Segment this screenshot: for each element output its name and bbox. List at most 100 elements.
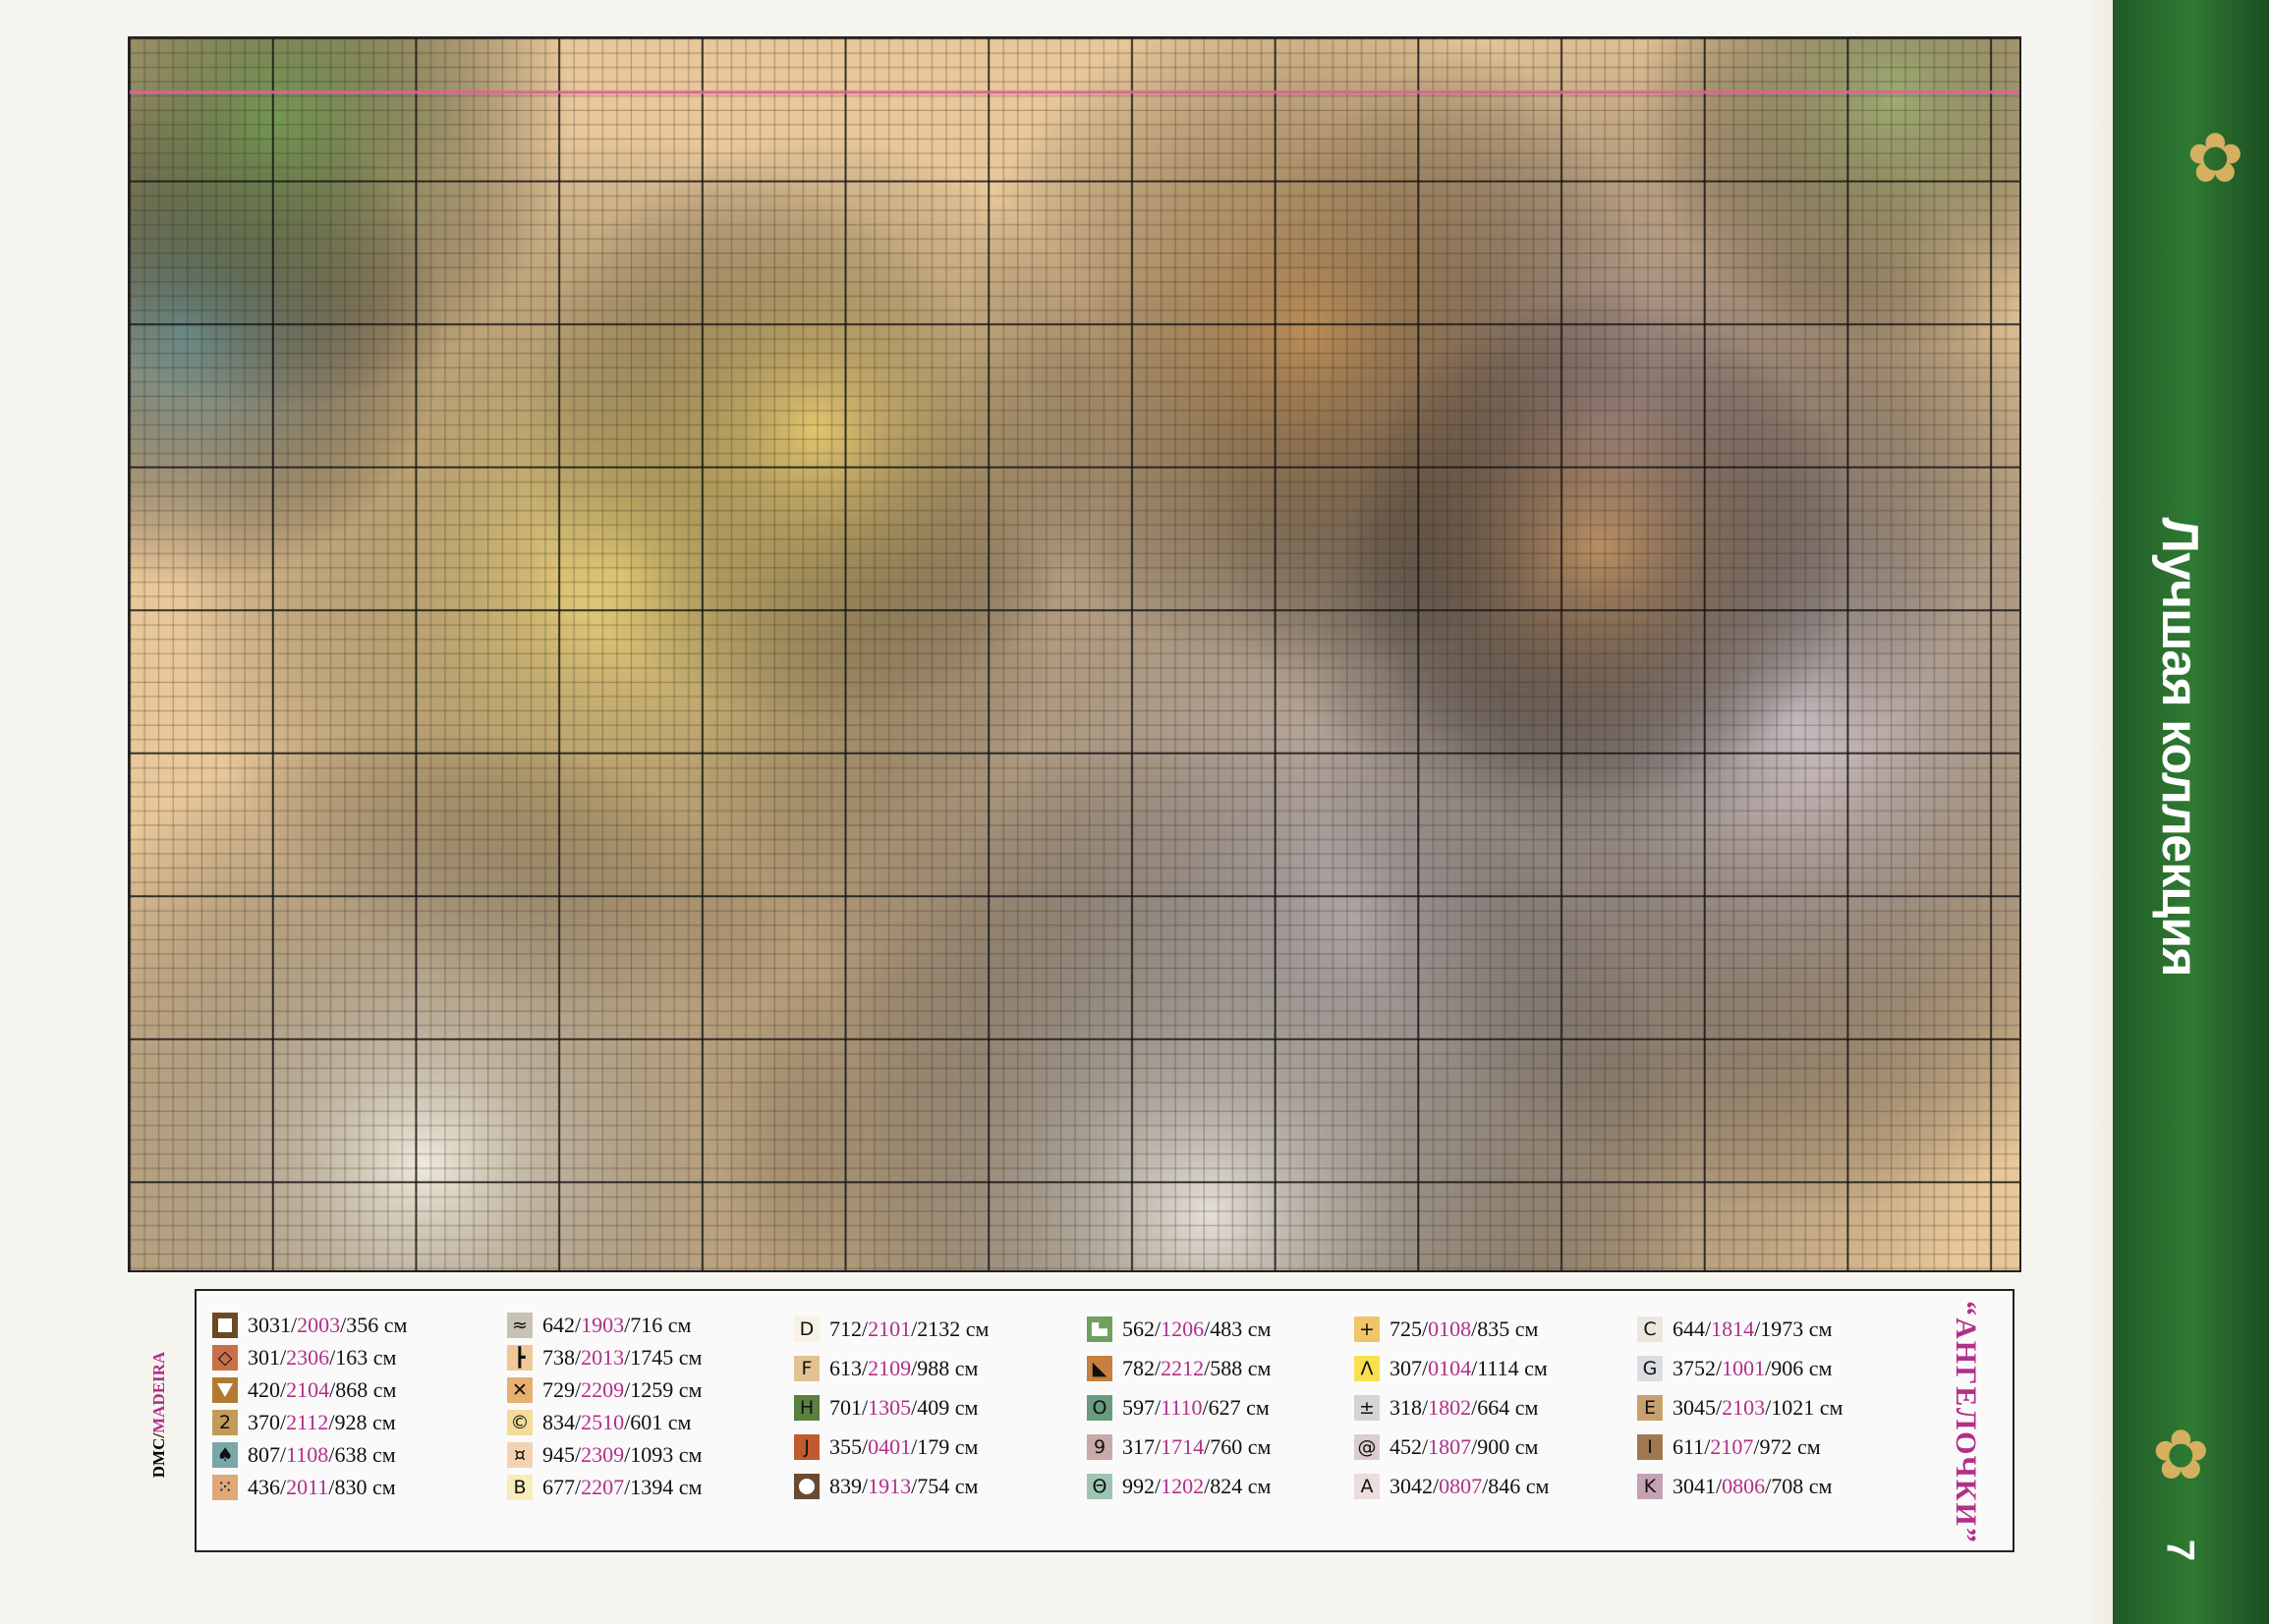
thread-length: 1745 см [630,1345,703,1370]
cross-stitch-chart [128,36,2021,1272]
legend-item: +725/0108/835 см [1354,1316,1538,1342]
symbol-swatch: B [507,1475,533,1500]
section-title: Лучшая коллекция [2151,517,2208,977]
madeira-code: 0806 [1722,1474,1766,1498]
thread-length: 708 см [1771,1474,1833,1498]
madeira-code: 2011 [286,1475,329,1499]
madeira-code: 1903 [581,1313,625,1337]
dmc-code: 597 [1122,1395,1155,1420]
legend-item: B 677/2207/1394 см [507,1475,702,1500]
madeira-code: 0401 [868,1434,912,1459]
madeira-code: 1206 [1161,1316,1205,1341]
dmc-code: 370 [248,1410,280,1434]
thread-length: 163 см [335,1345,397,1370]
madeira-code: 2112 [286,1410,329,1434]
dmc-code: 611 [1673,1434,1705,1459]
legend-item: ✕ 729/2209/1259 см [507,1377,702,1403]
madeira-code: 1814 [1711,1316,1755,1341]
dmc-code: 3042 [1390,1474,1433,1498]
thread-length: 356 см [346,1313,408,1337]
madeira-code: 2306 [286,1345,330,1370]
dmc-code: 725 [1390,1316,1422,1341]
madeira-code: 1110 [1161,1395,1203,1420]
thread-length: 1973 см [1760,1316,1833,1341]
white-square-icon [212,1313,238,1338]
symbol-swatch: ¤ [507,1442,533,1468]
thread-length: 1021 см [1771,1395,1844,1420]
legend-item: ¤ 945/2309/1093 см [507,1442,702,1468]
dmc-code: 839 [829,1474,862,1498]
madeira-code: 1305 [868,1395,912,1420]
flower-ornament-icon: ✿ [2152,1415,2210,1495]
dmc-code: 355 [829,1434,862,1459]
thread-length: 409 см [917,1395,979,1420]
symbol-swatch: 2 [212,1410,238,1435]
thread-length: 627 см [1208,1395,1270,1420]
thread-length: 483 см [1210,1316,1272,1341]
legend-item: ◣ 782/2212/588 см [1087,1356,1271,1381]
symbol-swatch: F [794,1356,820,1381]
madeira-code: 0108 [1428,1316,1472,1341]
madeira-code: 0104 [1428,1356,1472,1380]
legend-item: A 3042/0807/846 см [1354,1474,1549,1499]
legend-item: @452/1807/900 см [1354,1434,1538,1460]
thread-length: 664 см [1477,1395,1539,1420]
legend-item: H 701/1305/409 см [794,1395,978,1421]
white-corner-icon [1087,1316,1112,1342]
symbol-swatch: A [1354,1474,1380,1499]
legend-item: Λ 307/0104/1114 см [1354,1356,1548,1381]
dmc-code: 729 [542,1377,575,1402]
dmc-code: 307 [1390,1356,1422,1380]
dmc-code: 992 [1122,1474,1155,1498]
dmc-code: 701 [829,1395,862,1420]
dots-icon: ⁙ [212,1475,238,1500]
symbol-swatch: © [507,1410,533,1435]
dmc-code: 452 [1390,1434,1422,1459]
thread-length: 1259 см [630,1377,703,1402]
spade-icon: ♠ [212,1442,238,1468]
thread-length: 1114 см [1477,1356,1548,1380]
dmc-code: 644 [1673,1316,1705,1341]
legend-item: 562/1206/483 см [1087,1316,1271,1342]
madeira-code: 1913 [868,1474,912,1498]
symbol-swatch: + [1354,1316,1380,1342]
sidebar-strip [2113,0,2269,1624]
legend-item: ♠ 807/1108/638 см [212,1442,396,1468]
symbol-swatch: ± [1354,1395,1380,1421]
madeira-code: 2107 [1710,1434,1754,1459]
thread-length: 588 см [1210,1356,1272,1380]
dmc-code: 318 [1390,1395,1422,1420]
thread-length: 1394 см [630,1475,703,1499]
legend-item: K 3041/0806/708 см [1637,1474,1832,1499]
madeira-code: 2104 [286,1377,330,1402]
madeira-code: 2003 [297,1313,341,1337]
madeira-code: 1802 [1428,1395,1472,1420]
legend-item: O 597/1110/627 см [1087,1395,1270,1421]
cross-icon: ✕ [507,1377,533,1403]
legend-item: ±318/1802/664 см [1354,1395,1538,1421]
dmc-code: 436 [248,1475,280,1499]
down-triangle-icon [212,1377,238,1403]
legend-item: C 644/1814/1973 см [1637,1316,1832,1342]
legend-item: F 613/2109/988 см [794,1356,978,1381]
symbol-swatch: H [794,1395,820,1421]
legend-item: ◇ 301/2306/163 см [212,1345,396,1371]
dmc-code: 738 [542,1345,575,1370]
legend-item: 3031/2003/356 см [212,1313,407,1338]
thread-length: 906 см [1771,1356,1833,1380]
thread-length: 868 см [335,1377,397,1402]
dmc-code: 834 [542,1410,575,1434]
white-circle-icon [794,1474,820,1499]
legend-item: ≈642/1903/716 см [507,1313,691,1338]
symbol-swatch: I [1637,1434,1663,1460]
dmc-code: 613 [829,1356,862,1380]
legend-item: E 3045/2103/1021 см [1637,1395,1843,1421]
thread-length: 179 см [917,1434,979,1459]
dmc-code: 642 [542,1313,575,1337]
madeira-code: 2109 [868,1356,912,1380]
thread-length: 972 см [1759,1434,1821,1459]
symbol-swatch: E [1637,1395,1663,1421]
madeira-code: 2013 [581,1345,625,1370]
dmc-code: 562 [1122,1316,1155,1341]
thread-length: 716 см [630,1313,692,1337]
